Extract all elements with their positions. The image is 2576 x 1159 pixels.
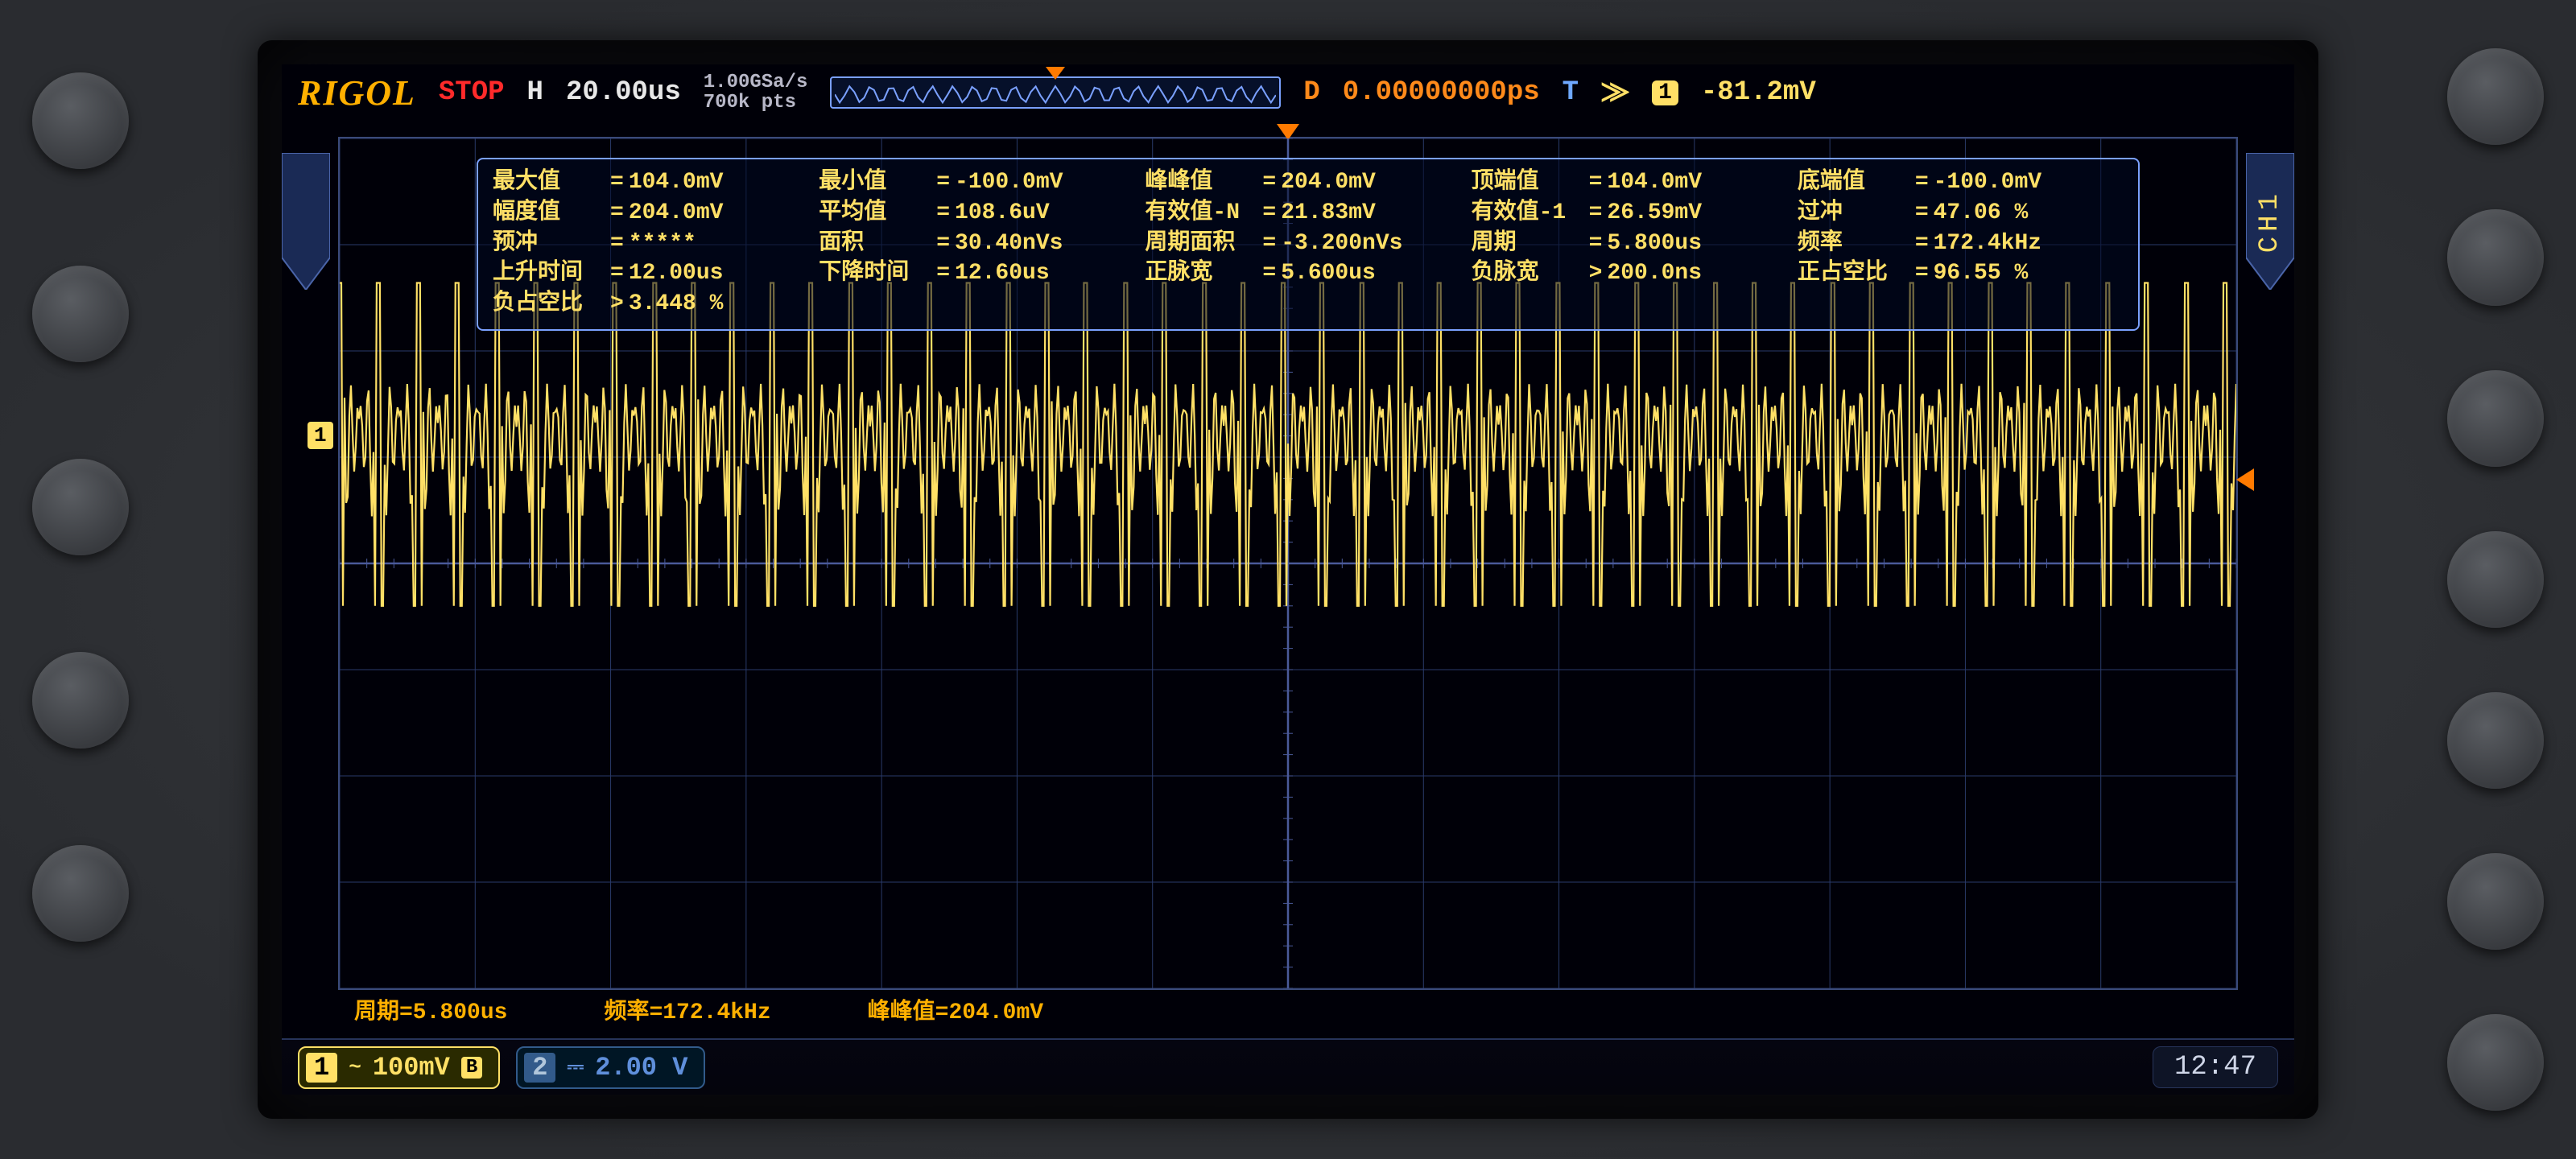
measurement-cell: 负脉宽>200.0ns (1472, 258, 1798, 289)
center-marker-icon (1277, 124, 1299, 140)
measurement-cell: 周期面积=-3.200nVs (1145, 229, 1471, 259)
quick-measure-bar: 周期=5.800us 频率=172.4kHz 峰峰值=204.0mV (354, 993, 1043, 1025)
horizontal-label: H (527, 77, 543, 108)
side-tab-right-label: CH1 (2255, 189, 2285, 253)
measurement-cell: 过冲=47.06 % (1798, 198, 2124, 229)
trigger-source[interactable]: 1 (1652, 80, 1678, 105)
side-tab-horizontal[interactable]: 水平 (282, 153, 330, 290)
knob[interactable] (2447, 370, 2544, 467)
ch1-ground-marker[interactable]: 1 (308, 422, 333, 449)
measurement-cell: 频率=172.4kHz (1798, 229, 2124, 259)
top-bar: RIGOL STOP H 20.00us 1.00GSa/s 700k pts … (282, 64, 2294, 121)
graticule[interactable]: 1 最大值=104.0mV最小值=-100.0mV峰峰值=204.0mV顶端值=… (338, 137, 2238, 990)
knob[interactable] (32, 266, 129, 362)
run-state[interactable]: STOP (439, 77, 505, 108)
measurement-cell: 正脉宽=5.600us (1145, 258, 1471, 289)
measurement-cell: 平均值=108.6uV (819, 198, 1145, 229)
knob[interactable] (32, 652, 129, 749)
measurement-cell: 顶端值=104.0mV (1472, 167, 1798, 198)
trigger-position-marker-icon (1046, 67, 1065, 80)
trigger-edge-icon[interactable]: ⨠ (1601, 79, 1629, 107)
oscilloscope-bezel: RIGOL STOP H 20.00us 1.00GSa/s 700k pts … (0, 0, 2576, 1159)
ch2-coupling-icon: ⎓ (567, 1055, 584, 1079)
clock: 12:47 (2153, 1046, 2278, 1088)
knob[interactable] (32, 845, 129, 942)
measurement-cell: 预冲=***** (493, 229, 819, 259)
knob[interactable] (2447, 209, 2544, 306)
timebase-value[interactable]: 20.00us (566, 77, 681, 108)
quick-measure: 频率=172.4kHz (604, 993, 770, 1025)
measurement-cell: 面积=30.40nVs (819, 229, 1145, 259)
trigger-level[interactable]: -81.2mV (1701, 77, 1816, 108)
trigger-level-marker-icon[interactable] (2236, 468, 2254, 491)
screen-frame: RIGOL STOP H 20.00us 1.00GSa/s 700k pts … (258, 40, 2318, 1119)
measurement-cell: 最小值=-100.0mV (819, 167, 1145, 198)
measurement-cell: 幅度值=204.0mV (493, 198, 819, 229)
knob[interactable] (2447, 1014, 2544, 1111)
measurement-cell: 负占空比>3.448 % (493, 289, 2124, 320)
delay-value[interactable]: 0.00000000ps (1343, 77, 1540, 108)
knob[interactable] (32, 459, 129, 555)
memory-map[interactable] (830, 76, 1281, 109)
measurement-cell: 下降时间=12.60us (819, 258, 1145, 289)
measurement-cell: 有效值-N=21.83mV (1145, 198, 1471, 229)
measurement-cell: 最大值=104.0mV (493, 167, 819, 198)
memory-depth-value: 700k pts (704, 93, 808, 113)
delay-label: D (1303, 77, 1319, 108)
ch1-number: 1 (306, 1053, 337, 1083)
ch2-number: 2 (524, 1053, 555, 1083)
screen: RIGOL STOP H 20.00us 1.00GSa/s 700k pts … (282, 64, 2294, 1095)
ch1-bw-icon: B (461, 1057, 482, 1079)
measurement-cell: 周期=5.800us (1472, 229, 1798, 259)
measurement-cell: 有效值-1=26.59mV (1472, 198, 1798, 229)
ch2-scale: 2.00 V (595, 1053, 687, 1083)
channel-bar: 1 ~ 100mV B 2 ⎓ 2.00 V 12:47 (282, 1038, 2294, 1095)
measurement-cell: 上升时间=12.00us (493, 258, 819, 289)
measurement-cell: 正占空比=96.55 % (1798, 258, 2124, 289)
knob[interactable] (2447, 48, 2544, 145)
side-tab-ch1[interactable]: CH1 (2246, 153, 2294, 290)
quick-measure: 峰峰值=204.0mV (868, 993, 1043, 1025)
channel-chip-ch2[interactable]: 2 ⎓ 2.00 V (516, 1046, 705, 1089)
ch1-scale: 100mV (373, 1053, 450, 1083)
sample-rate: 1.00GSa/s 700k pts (704, 72, 808, 113)
ch1-coupling-icon: ~ (349, 1055, 361, 1079)
knob[interactable] (2447, 692, 2544, 789)
channel-chip-ch1[interactable]: 1 ~ 100mV B (298, 1046, 500, 1089)
sample-rate-value: 1.00GSa/s (704, 72, 808, 93)
measurement-cell: 峰峰值=204.0mV (1145, 167, 1471, 198)
knob[interactable] (32, 72, 129, 169)
measurement-panel: 最大值=104.0mV最小值=-100.0mV峰峰值=204.0mV顶端值=10… (477, 158, 2140, 331)
knob[interactable] (2447, 531, 2544, 628)
brand-logo: RIGOL (298, 72, 416, 113)
trigger-label: T (1563, 77, 1579, 108)
measurement-cell: 底端值=-100.0mV (1798, 167, 2124, 198)
knob[interactable] (2447, 853, 2544, 950)
quick-measure: 周期=5.800us (354, 993, 507, 1025)
